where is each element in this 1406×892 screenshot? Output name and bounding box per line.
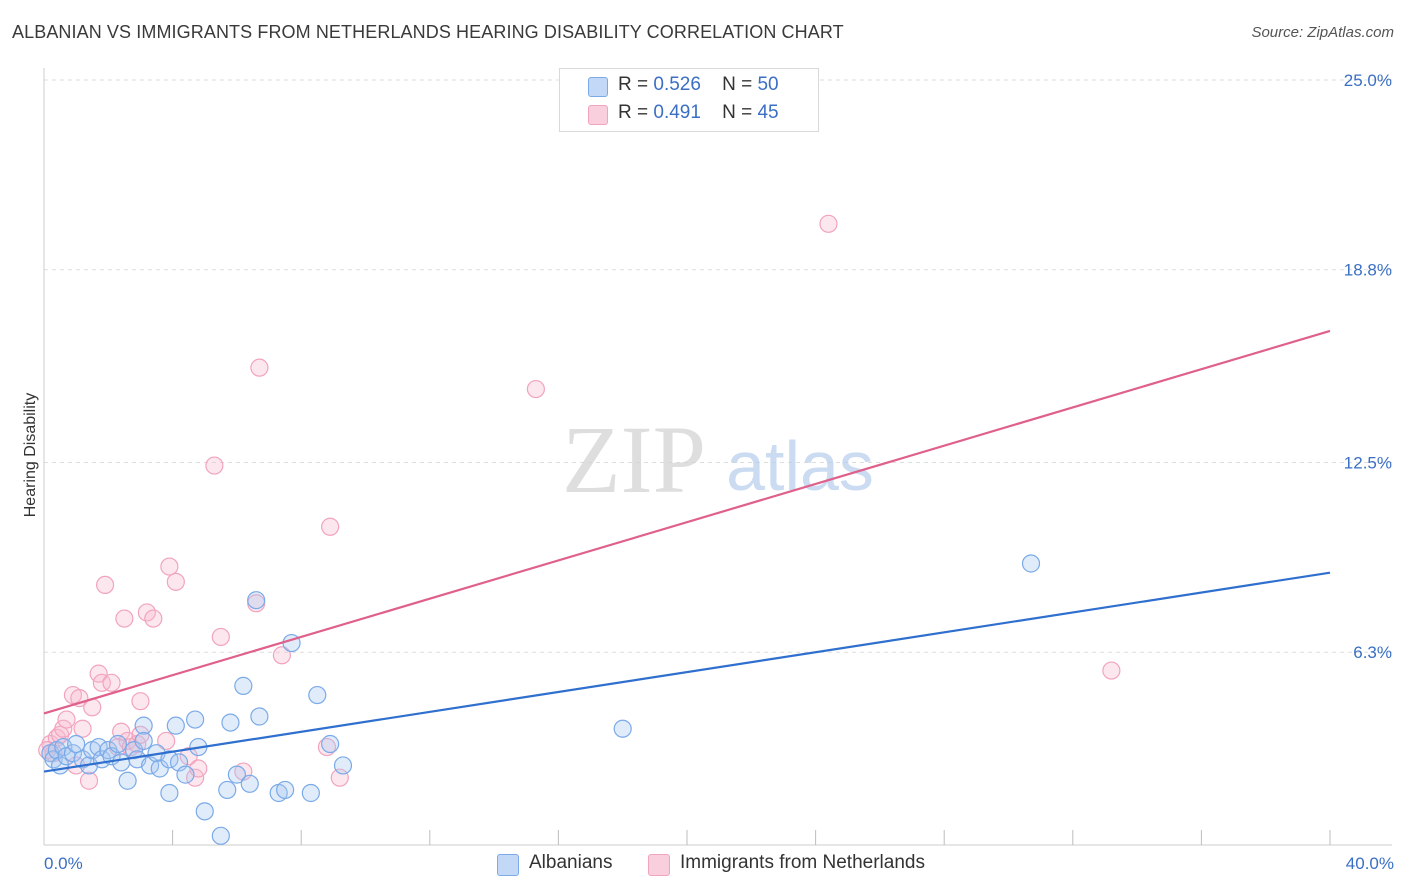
stats-legend: R = 0.526 N = 50 R = 0.491 N = 45 xyxy=(559,68,819,132)
albanians-point xyxy=(118,771,137,790)
albanians-point xyxy=(160,783,179,803)
albanians-point xyxy=(250,707,269,726)
albanians-point xyxy=(186,710,205,729)
netherlands-point xyxy=(317,737,337,757)
netherlands-point xyxy=(115,609,134,628)
x-tick-label: 0.0% xyxy=(44,854,83,873)
y-tick-label: 6.3% xyxy=(1353,643,1392,662)
netherlands-point xyxy=(157,731,176,751)
netherlands-point xyxy=(819,214,838,233)
albanians-point xyxy=(301,783,320,803)
legend-r-label: R = xyxy=(618,74,649,95)
source-credit: Source: ZipAtlas.com xyxy=(1251,24,1394,41)
albanians-trend-line xyxy=(43,571,1331,773)
albanians-point xyxy=(247,591,266,610)
netherlands-n-value: 45 xyxy=(757,102,779,123)
watermark: ZIP atlas xyxy=(562,406,874,513)
albanians-point xyxy=(308,685,327,705)
netherlands-point xyxy=(250,358,269,377)
albanians-point xyxy=(1021,554,1041,573)
netherlands-point xyxy=(211,627,230,647)
albanians-point xyxy=(150,759,169,778)
netherlands-point xyxy=(131,692,150,711)
albanians-swatch xyxy=(497,854,519,876)
netherlands-point xyxy=(95,575,115,595)
albanians-point xyxy=(613,719,632,738)
x-tick-labels: 0.0% 40.0% xyxy=(44,854,1394,873)
albanians-point xyxy=(176,765,195,784)
albanians-point xyxy=(67,734,86,754)
albanians-point xyxy=(195,802,214,821)
albanians-swatch xyxy=(588,77,608,97)
netherlands-point xyxy=(57,710,76,729)
netherlands-swatch xyxy=(648,854,670,876)
netherlands-point xyxy=(205,456,224,475)
netherlands-point xyxy=(102,673,121,692)
albanians-point xyxy=(218,780,237,800)
albanians-point xyxy=(227,765,246,784)
legend-r-label: R = xyxy=(618,102,649,123)
netherlands-trend-line xyxy=(43,329,1331,715)
legend-n-label: N = xyxy=(722,74,753,95)
albanians-point xyxy=(166,716,185,735)
chart-title: ALBANIAN VS IMMIGRANTS FROM NETHERLANDS … xyxy=(12,22,844,42)
gridlines xyxy=(44,79,1392,653)
bottom-legend-netherlands-label: Immigrants from Netherlands xyxy=(680,852,925,873)
y-tick-labels: 6.3% 12.5% 18.8% 25.0% xyxy=(1344,71,1392,662)
y-axis-label: Hearing Disability xyxy=(22,392,39,518)
y-tick-label: 12.5% xyxy=(1344,454,1392,473)
axes xyxy=(43,68,1392,846)
netherlands-point xyxy=(166,572,185,591)
albanians-point xyxy=(134,731,153,751)
netherlands-swatch xyxy=(588,105,608,125)
netherlands-r-value: 0.491 xyxy=(653,102,701,123)
albanians-point xyxy=(276,780,295,800)
albanians-point xyxy=(108,734,128,754)
legend-n-label: N = xyxy=(722,102,753,123)
netherlands-point xyxy=(73,719,92,738)
albanians-point xyxy=(112,753,131,772)
trend-lines xyxy=(43,329,1331,773)
x-tick-label: 40.0% xyxy=(1346,854,1394,873)
albanians-point xyxy=(333,756,353,775)
y-tick-label: 18.8% xyxy=(1344,261,1392,280)
netherlands-point xyxy=(1102,661,1121,680)
netherlands-point xyxy=(272,646,292,665)
netherlands-point xyxy=(321,517,340,536)
albanians-point xyxy=(134,716,153,735)
netherlands-point xyxy=(179,747,198,766)
watermark-atlas: atlas xyxy=(726,427,874,505)
albanians-r-value: 0.526 xyxy=(653,74,701,95)
albanians-point xyxy=(221,713,240,732)
albanians-point xyxy=(240,774,259,793)
netherlands-point xyxy=(526,379,545,399)
netherlands-point xyxy=(160,557,179,576)
y-tick-label: 25.0% xyxy=(1344,71,1392,90)
netherlands-point xyxy=(92,673,111,692)
albanians-point xyxy=(321,734,340,754)
watermark-zip: ZIP xyxy=(562,406,706,513)
albanians-point xyxy=(234,676,253,695)
netherlands-point xyxy=(144,609,163,628)
netherlands-point xyxy=(79,771,99,790)
albanians-point xyxy=(211,826,230,845)
albanians-n-value: 50 xyxy=(757,74,779,95)
bottom-legend-albanians-label: Albanians xyxy=(529,852,613,873)
albanians-points xyxy=(41,554,1041,845)
